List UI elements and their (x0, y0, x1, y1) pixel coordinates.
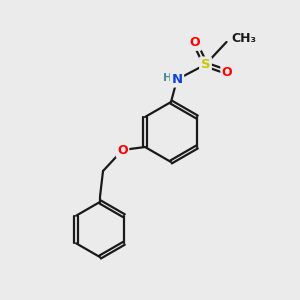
Text: S: S (201, 58, 210, 71)
Text: H: H (163, 73, 172, 83)
Text: N: N (171, 73, 183, 86)
Text: O: O (117, 143, 128, 157)
Text: O: O (222, 65, 232, 79)
Text: CH₃: CH₃ (231, 32, 256, 46)
Text: O: O (190, 36, 200, 50)
